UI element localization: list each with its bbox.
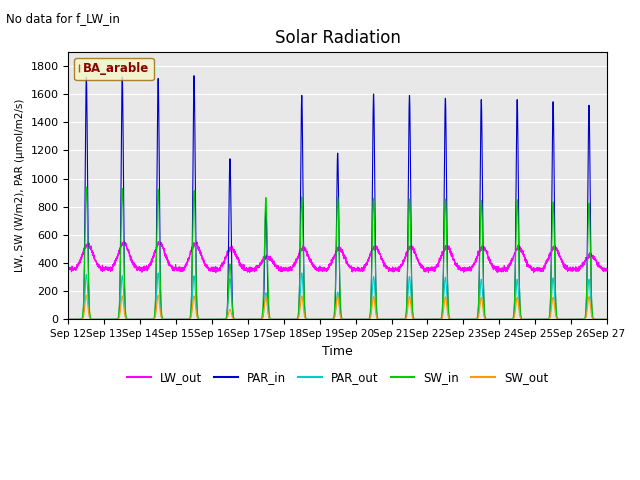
SW_out [317,316,325,322]
PAR_out [429,316,436,322]
Y-axis label: LW, SW (W/m2), PAR (μmol/m2/s): LW, SW (W/m2), PAR (μmol/m2/s) [15,99,25,272]
SW_in [161,316,169,322]
LW_out [530,270,538,276]
LW_out [429,266,436,272]
PAR_in [65,316,72,322]
PAR_out [161,316,169,322]
LW_out [192,238,200,243]
SW_out [602,316,610,322]
Line: SW_out: SW_out [68,295,607,319]
SW_in [429,316,436,322]
Legend: LW_out, PAR_in, PAR_out, SW_in, SW_out: LW_out, PAR_in, PAR_out, SW_in, SW_out [122,366,553,388]
SW_out [458,316,466,322]
Text: No data for f_LW_in: No data for f_LW_in [6,12,120,25]
SW_in [65,316,72,322]
PAR_out [603,316,611,322]
LW_out [603,266,611,272]
PAR_in [317,316,325,322]
SW_in [458,316,466,322]
PAR_out [65,316,72,322]
SW_out [161,316,169,322]
SW_in [603,316,611,322]
X-axis label: Time: Time [323,345,353,358]
SW_out [65,316,72,322]
PAR_in [429,316,436,322]
LW_out [602,268,610,274]
LW_out [161,251,169,257]
LW_out [489,263,497,269]
PAR_out [154,270,162,276]
PAR_out [317,316,325,322]
SW_in [602,316,610,322]
LW_out [458,267,466,273]
PAR_in [190,73,198,79]
LW_out [65,265,72,271]
PAR_out [458,316,466,322]
SW_out [429,316,436,322]
SW_in [317,316,325,322]
PAR_in [602,316,610,322]
LW_out [317,267,325,273]
PAR_in [603,316,611,322]
Line: PAR_out: PAR_out [68,273,607,319]
PAR_out [602,316,610,322]
Line: PAR_in: PAR_in [68,76,607,319]
SW_out [489,316,497,322]
PAR_in [161,316,169,322]
SW_in [83,184,90,190]
PAR_in [489,316,497,322]
PAR_in [458,316,466,322]
Line: LW_out: LW_out [68,240,607,273]
SW_in [489,316,497,322]
PAR_out [489,316,497,322]
Line: SW_in: SW_in [68,187,607,319]
Title: Solar Radiation: Solar Radiation [275,29,401,48]
SW_out [603,316,611,322]
SW_out [83,292,90,298]
